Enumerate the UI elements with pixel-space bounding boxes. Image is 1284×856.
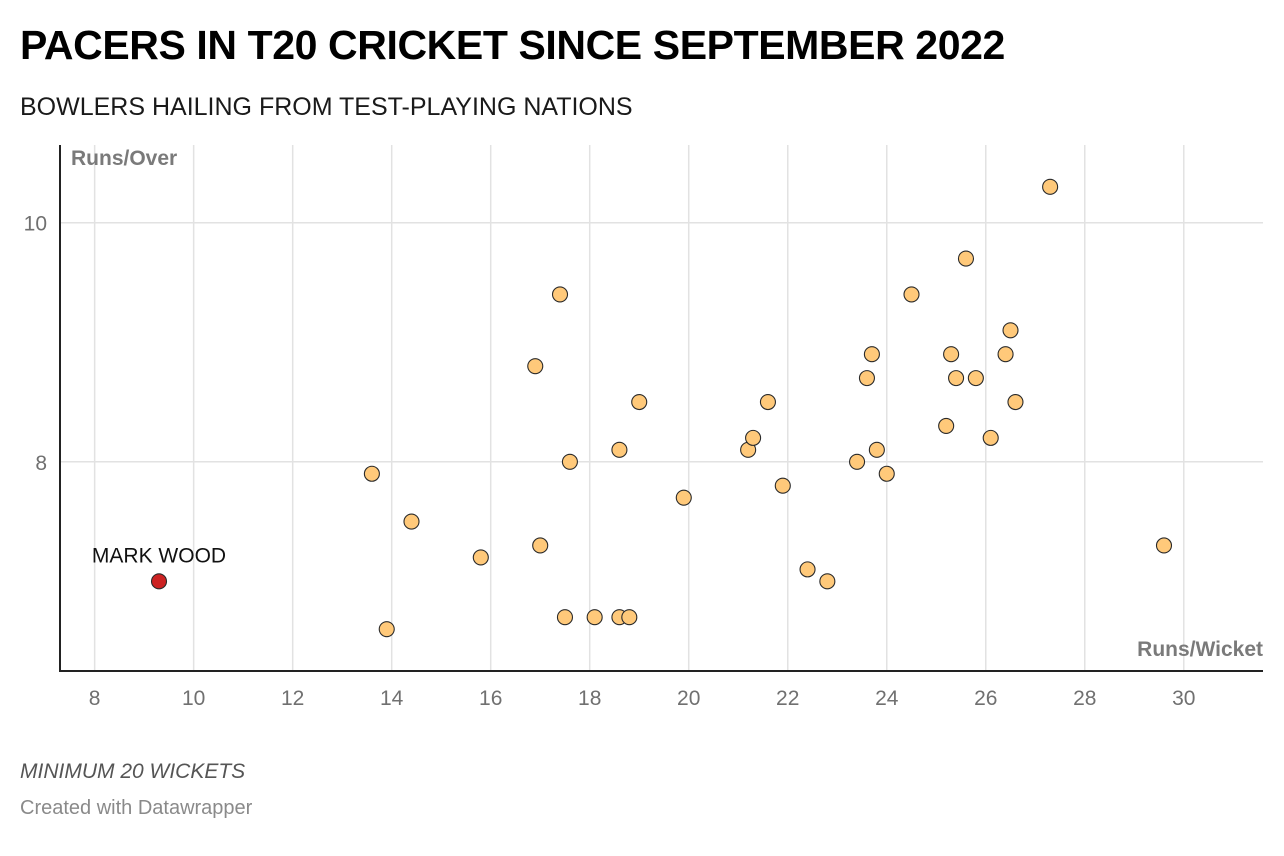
data-point xyxy=(903,286,920,303)
y-tick-label: 8 xyxy=(35,452,47,475)
data-point xyxy=(745,429,762,446)
x-tick-label: 8 xyxy=(89,687,101,710)
x-tick-label: 16 xyxy=(479,687,502,710)
data-point xyxy=(799,561,816,578)
datawrapper-credit: Created with Datawrapper xyxy=(20,797,253,819)
x-tick-label: 12 xyxy=(281,687,304,710)
x-tick-label: 10 xyxy=(182,687,205,710)
x-axis-title: Runs/Wicket xyxy=(1137,638,1263,661)
data-point xyxy=(551,286,569,303)
data-point xyxy=(556,609,574,626)
data-point xyxy=(819,573,836,590)
x-tick-label: 18 xyxy=(578,687,601,710)
data-point xyxy=(774,477,791,494)
data-point xyxy=(759,393,776,411)
axes xyxy=(59,145,1263,672)
footnote-minimum-wickets: MINIMUM 20 WICKETS xyxy=(20,760,246,783)
data-point xyxy=(982,429,999,446)
data-point xyxy=(943,346,960,363)
data-point xyxy=(631,393,648,411)
data-point xyxy=(957,250,975,267)
data-points: MARK WOOD xyxy=(92,178,1173,638)
data-point xyxy=(1042,178,1059,195)
gridlines xyxy=(60,145,1263,671)
data-point xyxy=(403,513,420,530)
x-tick-label: 20 xyxy=(677,687,700,710)
chart-title: PACERS IN T20 CRICKET SINCE SEPTEMBER 20… xyxy=(20,22,1005,68)
data-point xyxy=(997,346,1014,363)
y-tick-label: 10 xyxy=(24,213,47,236)
highlighted-point xyxy=(150,573,168,590)
x-tick-label: 24 xyxy=(875,687,899,710)
data-point xyxy=(967,370,984,387)
data-point xyxy=(472,549,489,566)
data-point xyxy=(948,370,965,387)
data-point xyxy=(1007,393,1024,411)
data-point xyxy=(586,609,603,626)
data-point xyxy=(611,441,628,458)
data-point xyxy=(1155,537,1173,554)
data-point xyxy=(675,489,692,506)
x-tick-label: 14 xyxy=(380,687,404,710)
data-point xyxy=(858,370,876,387)
x-tick-label: 26 xyxy=(974,687,997,710)
data-point xyxy=(621,609,638,626)
data-point xyxy=(878,465,895,482)
data-point xyxy=(527,358,544,375)
data-point xyxy=(1002,322,1019,339)
chart-subtitle: BOWLERS HAILING FROM TEST-PLAYING NATION… xyxy=(20,93,633,121)
data-point xyxy=(938,417,955,434)
y-axis-title: Runs/Over xyxy=(71,147,177,170)
data-point xyxy=(378,621,395,638)
point-label: MARK WOOD xyxy=(92,544,226,567)
data-point xyxy=(561,453,578,470)
data-point xyxy=(532,537,549,554)
data-point xyxy=(868,441,885,458)
tick-labels: 8 10 12 14 16 18 20 22 24 26 28 30 8 10 xyxy=(24,213,1196,710)
data-point xyxy=(363,465,380,482)
x-tick-label: 28 xyxy=(1073,687,1096,710)
data-point xyxy=(848,453,866,470)
x-tick-label: 22 xyxy=(776,687,799,710)
data-point xyxy=(863,346,880,363)
x-tick-label: 30 xyxy=(1172,687,1195,710)
